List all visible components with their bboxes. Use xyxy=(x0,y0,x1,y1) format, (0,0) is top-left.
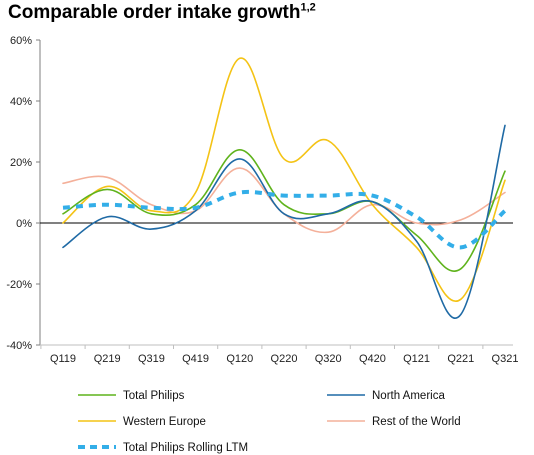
chart-title-footnote: 1,2 xyxy=(300,1,316,14)
y-tick-label: -20% xyxy=(6,279,32,291)
legend-label-rest-of-the-world: Rest of the World xyxy=(372,416,461,428)
chart-axes: -40% -20% 0% 20% 40% 60% Q119 Q219 Q319 Q419 Q120 Q… xyxy=(6,35,518,365)
x-tick-label: Q221 xyxy=(447,353,474,365)
series-line-total-philips xyxy=(62,149,506,272)
x-tick-label: Q320 xyxy=(315,353,342,365)
x-tick-label: Q419 xyxy=(182,353,209,365)
x-tick-label: Q121 xyxy=(403,353,430,365)
chart-title-text: Comparable order intake growth xyxy=(8,2,301,23)
x-tick-label: Q219 xyxy=(94,353,121,365)
legend-label-north-america: North America xyxy=(372,390,445,402)
y-tick-label: 40% xyxy=(10,96,32,108)
chart-legend: Total Philips North America Western Europe… xyxy=(78,390,461,454)
legend-label-total-philips: Total Philips xyxy=(123,390,185,402)
chart-title: Comparable order intake growth1,2 xyxy=(8,2,316,24)
x-tick-label: Q319 xyxy=(138,353,165,365)
x-tick-label: Q420 xyxy=(359,353,386,365)
series-line-total-philips-rolling-ltm xyxy=(62,189,507,250)
y-tick-label: 20% xyxy=(10,157,32,169)
x-tick-label: Q321 xyxy=(492,353,519,365)
y-tick-label: 0% xyxy=(16,218,32,230)
series-line-north-america xyxy=(62,124,506,319)
y-tick-label: 60% xyxy=(10,35,32,47)
x-tick-label: Q119 xyxy=(50,353,76,365)
x-tick-label: Q120 xyxy=(226,353,253,365)
y-tick-label: -40% xyxy=(6,340,32,352)
legend-label-western-europe: Western Europe xyxy=(123,416,206,428)
chart-series-lines xyxy=(62,57,507,319)
legend-label-total-philips-rolling-ltm: Total Philips Rolling LTM xyxy=(123,442,248,454)
x-tick-label: Q220 xyxy=(271,353,298,365)
series-line-western-europe xyxy=(62,57,506,302)
